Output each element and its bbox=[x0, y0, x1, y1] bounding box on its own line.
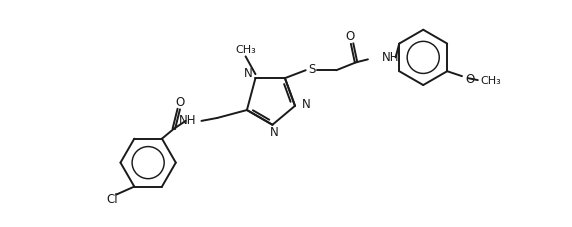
Text: CH₃: CH₃ bbox=[235, 45, 256, 55]
Text: Cl: Cl bbox=[107, 192, 118, 205]
Text: N: N bbox=[302, 98, 311, 111]
Text: O: O bbox=[465, 72, 474, 85]
Text: O: O bbox=[345, 30, 355, 43]
Text: S: S bbox=[308, 62, 315, 75]
Text: N: N bbox=[244, 67, 252, 79]
Text: CH₃: CH₃ bbox=[480, 76, 502, 86]
Text: NH: NH bbox=[382, 51, 399, 64]
Text: N: N bbox=[270, 126, 279, 138]
Text: O: O bbox=[175, 95, 184, 108]
Text: NH: NH bbox=[179, 114, 197, 127]
